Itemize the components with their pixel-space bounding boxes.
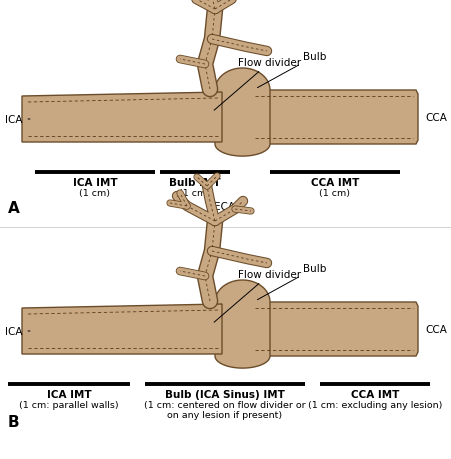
Polygon shape [249, 302, 417, 356]
Text: ECA: ECA [214, 202, 235, 231]
Text: B: B [8, 414, 19, 429]
Text: CCA: CCA [424, 113, 446, 123]
Text: Bulb: Bulb [257, 263, 326, 300]
Text: (1 cm: excluding any lesion): (1 cm: excluding any lesion) [307, 400, 441, 409]
Text: CCA IMT: CCA IMT [310, 178, 359, 188]
Text: Bulb: Bulb [257, 52, 326, 89]
Polygon shape [22, 304, 221, 354]
Text: CCA: CCA [424, 325, 446, 334]
Polygon shape [249, 91, 417, 145]
Text: CCA IMT: CCA IMT [350, 389, 398, 399]
Text: Bulb IMT: Bulb IMT [169, 178, 221, 188]
Text: Flow divider: Flow divider [214, 58, 301, 111]
Text: (1 cm: parallel walls): (1 cm: parallel walls) [19, 400, 119, 409]
Text: ICA: ICA [5, 115, 30, 125]
Text: (1 cm): (1 cm) [319, 189, 350, 197]
Text: Bulb (ICA Sinus) IMT: Bulb (ICA Sinus) IMT [165, 389, 284, 399]
Text: Flow divider: Flow divider [214, 269, 301, 323]
Text: (1 cm): (1 cm) [179, 189, 210, 197]
Text: ICA: ICA [5, 326, 30, 336]
Text: on any lesion if present): on any lesion if present) [167, 410, 282, 419]
Text: ECA: ECA [214, 0, 235, 19]
Text: ICA IMT: ICA IMT [46, 389, 91, 399]
Polygon shape [22, 93, 221, 143]
Text: A: A [8, 201, 20, 216]
Text: ICA IMT: ICA IMT [73, 178, 117, 188]
Text: (1 cm: centered on flow divider or: (1 cm: centered on flow divider or [144, 400, 305, 409]
Text: (1 cm): (1 cm) [79, 189, 110, 197]
Polygon shape [215, 69, 269, 157]
Polygon shape [215, 280, 269, 368]
